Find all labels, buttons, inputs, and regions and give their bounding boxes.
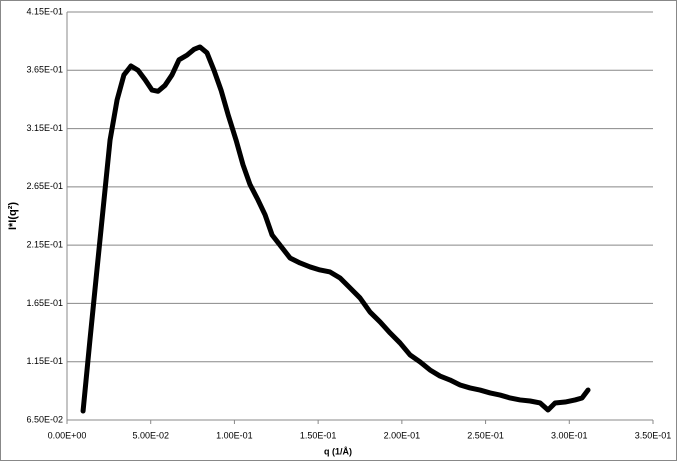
x-tick-label: 5.00E-02	[132, 430, 169, 440]
x-tick-label: 0.00E+00	[48, 430, 87, 440]
data-line	[80, 44, 591, 414]
y-tick-label: 2.15E-01	[26, 240, 63, 250]
y-tick-label: 1.65E-01	[26, 298, 63, 308]
y-tick-label: 4.15E-01	[26, 6, 63, 16]
y-tick-label: 3.65E-01	[26, 65, 63, 75]
x-tick-label: 2.50E-01	[467, 430, 504, 440]
x-tick-label: 1.00E-01	[216, 430, 253, 440]
y-tick-label: 2.65E-01	[26, 181, 63, 191]
x-tick-label: 1.50E-01	[300, 430, 337, 440]
x-tick-label: 3.00E-01	[551, 430, 588, 440]
x-tick-label: 2.00E-01	[384, 430, 421, 440]
y-tick-label: 1.15E-01	[26, 356, 63, 366]
x-tick-label: 3.50E-01	[635, 430, 672, 440]
y-axis-label: I*I(q²)	[7, 202, 19, 230]
y-tick-label: 3.15E-01	[26, 123, 63, 133]
y-tick-label: 6.50E-02	[26, 414, 63, 424]
x-axis-label: q (1/Å)	[324, 446, 352, 456]
